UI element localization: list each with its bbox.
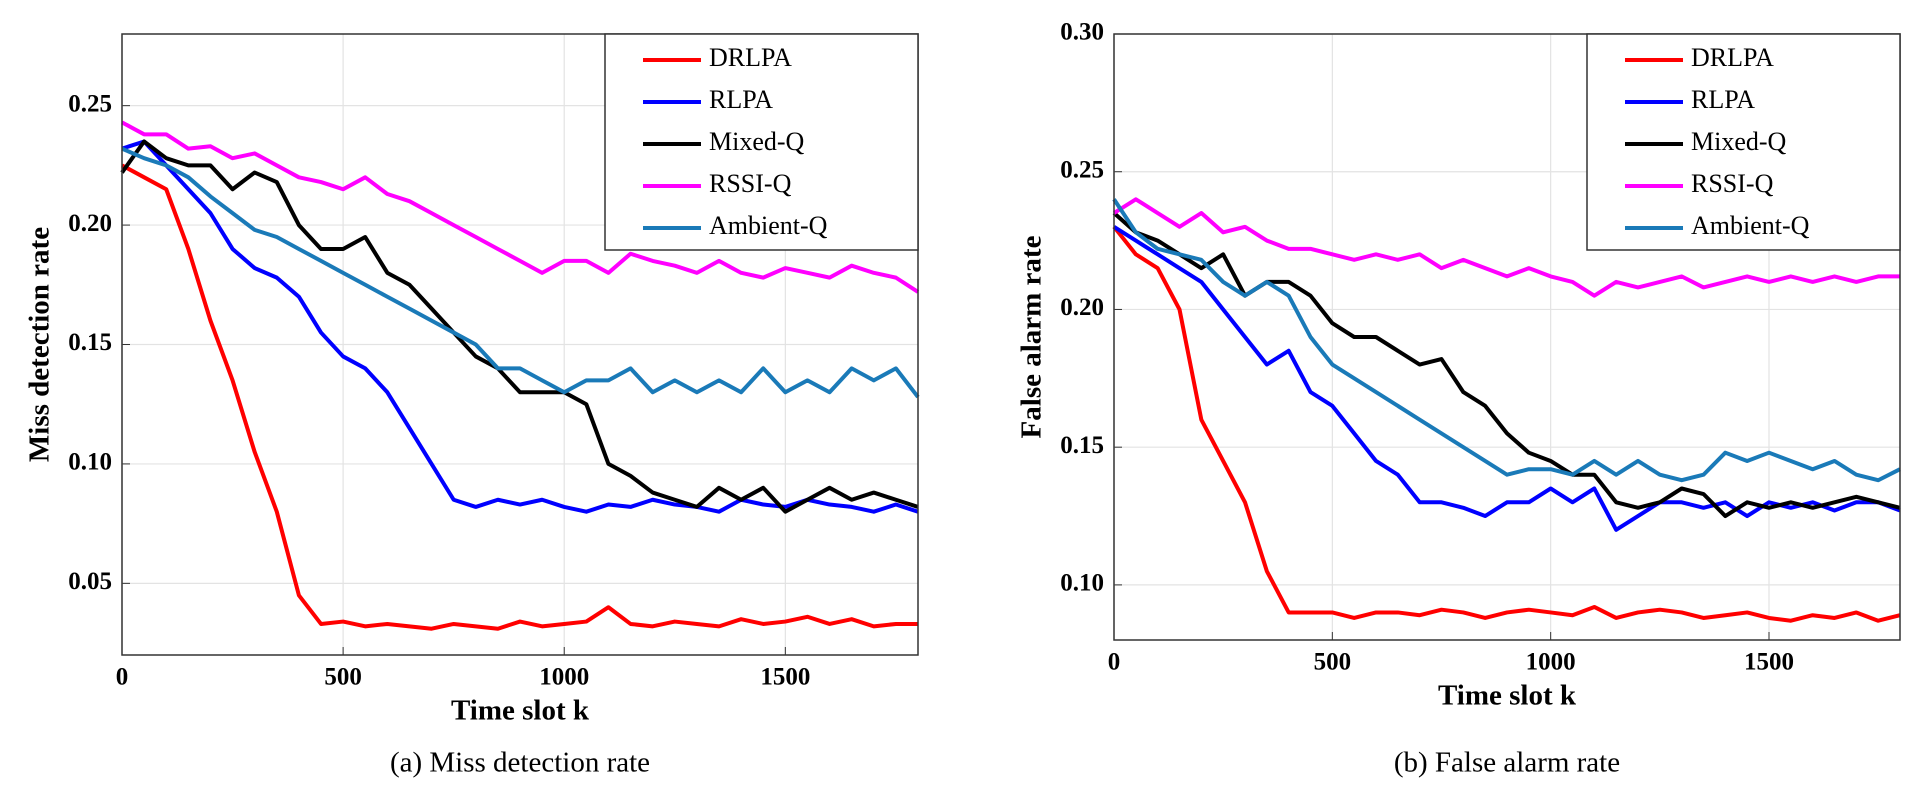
plot-frame: [121, 33, 919, 656]
y-tick-label: 0.15: [1060, 432, 1104, 459]
caption: (b) False alarm rate: [1394, 747, 1620, 779]
y-tick-label: 0.20: [1060, 294, 1104, 321]
x-tick-label: 1000: [539, 664, 589, 691]
x-tick-label: 500: [1314, 649, 1352, 676]
data-line: [1112, 198, 1901, 483]
y-axis-label: False alarm rate: [1016, 235, 1048, 438]
x-axis-label: Time slot k: [1438, 680, 1577, 712]
y-tick-label: 0.25: [68, 90, 112, 117]
y-tick-label: 0.10: [68, 449, 112, 476]
data-line: [1112, 225, 1901, 532]
data-line: [120, 139, 919, 514]
x-tick-label: 1000: [1526, 649, 1576, 676]
plot-frame: [1113, 33, 1901, 641]
caption: (a) Miss detection rate: [390, 747, 650, 779]
legend-label: RSSI-Q: [709, 169, 792, 198]
data-line: [121, 163, 918, 631]
data-line: [121, 146, 920, 399]
y-tick-label: 0.30: [1060, 19, 1104, 46]
x-tick-label: 500: [324, 664, 362, 691]
x-tick-label: 0: [116, 664, 129, 691]
y-tick-label: 0.10: [1060, 570, 1104, 597]
legend-box: [604, 33, 919, 251]
legend-label: Ambient-Q: [1691, 211, 1810, 240]
data-line: [1112, 197, 1900, 298]
legend-label: RLPA: [709, 85, 773, 114]
data-line: [121, 139, 919, 514]
data-line: [1112, 225, 1901, 623]
x-tick-label: 1500: [1744, 649, 1794, 676]
legend-label: DRLPA: [1691, 43, 1774, 72]
x-tick-label: 1500: [760, 664, 810, 691]
y-axis-label: Miss detection rate: [24, 227, 56, 462]
data-line: [121, 120, 920, 294]
y-tick-label: 0.05: [68, 568, 112, 595]
y-tick-label: 0.15: [68, 329, 112, 356]
legend-label: DRLPA: [709, 43, 792, 72]
x-axis-label: Time slot k: [451, 695, 590, 727]
legend-label: RLPA: [1691, 85, 1755, 114]
y-tick-label: 0.25: [1060, 156, 1104, 183]
legend-label: Mixed-Q: [709, 127, 805, 156]
x-tick-label: 0: [1108, 649, 1121, 676]
legend-label: Ambient-Q: [709, 211, 828, 240]
legend-label: Mixed-Q: [1691, 127, 1787, 156]
legend-label: RSSI-Q: [1691, 169, 1774, 198]
y-tick-label: 0.20: [68, 210, 112, 237]
